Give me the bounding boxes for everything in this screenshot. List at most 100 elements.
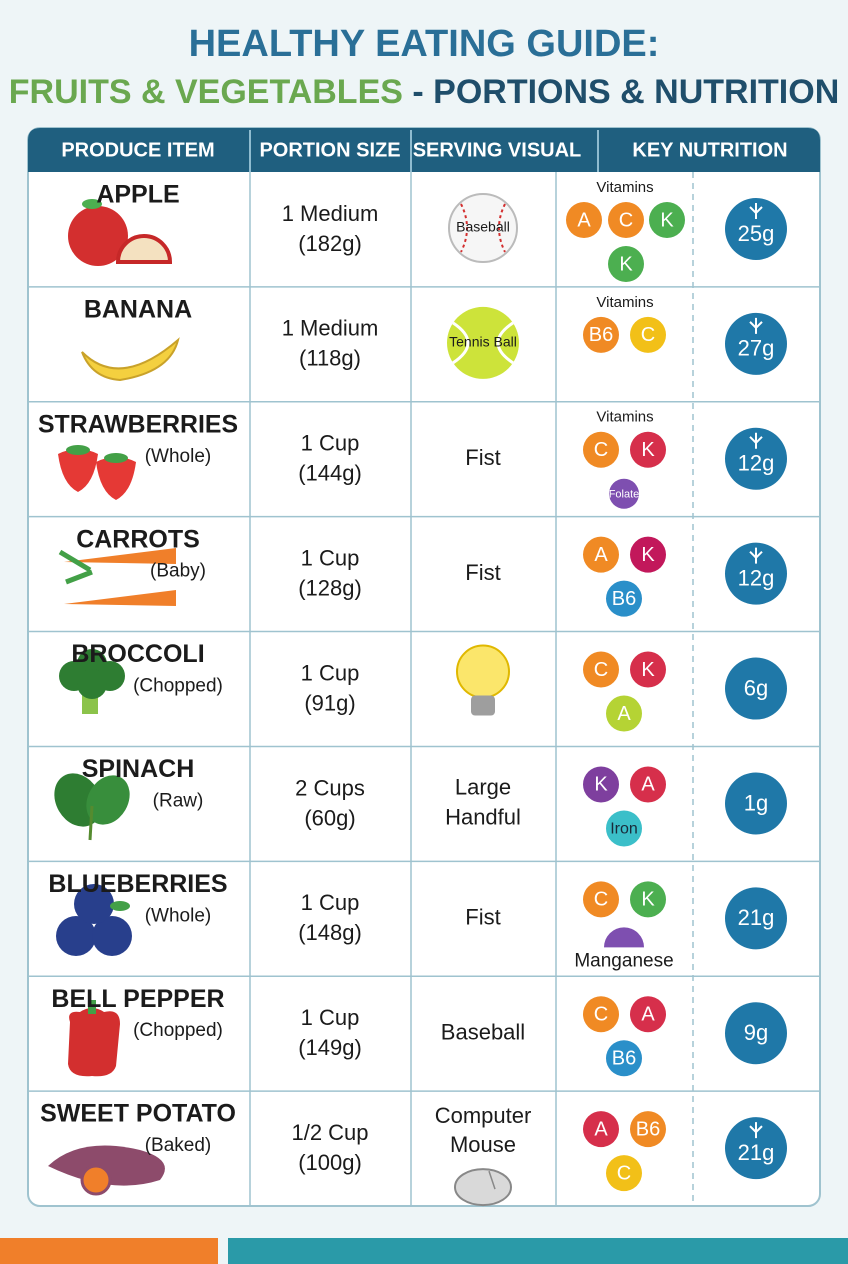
vitamin-badge bbox=[606, 810, 642, 847]
vitamin-badge bbox=[630, 766, 666, 803]
column-header: PRODUCE ITEM bbox=[61, 139, 214, 161]
title-blue: - PORTIONS & NUTRITION bbox=[403, 73, 839, 111]
fiber-value: 27g bbox=[738, 336, 775, 361]
art bbox=[115, 234, 173, 264]
vitamin-label: A bbox=[594, 1118, 608, 1140]
vitamin-label: B6 bbox=[612, 1048, 636, 1070]
fiber-badge bbox=[725, 427, 787, 490]
visual-text: Mouse bbox=[450, 1132, 516, 1157]
portion: 1 Cup bbox=[301, 1005, 360, 1030]
vitamin-label: Folate bbox=[609, 489, 640, 501]
produce-name: APPLE bbox=[96, 181, 179, 209]
art bbox=[64, 548, 176, 564]
vitamin-label: K bbox=[641, 544, 655, 566]
vitamin-label: A bbox=[577, 209, 591, 231]
art bbox=[64, 590, 176, 606]
baseball-icon bbox=[448, 193, 518, 263]
portion: (118g) bbox=[299, 346, 361, 371]
produce-note: (Chopped) bbox=[133, 676, 223, 697]
tennis-icon bbox=[447, 306, 519, 379]
portion: (148g) bbox=[298, 920, 362, 945]
vitamin-label: B6 bbox=[636, 1118, 660, 1140]
produce-image bbox=[59, 649, 125, 714]
vitamin-badge bbox=[630, 316, 666, 353]
fiber-badge bbox=[725, 1117, 787, 1180]
produce-image bbox=[48, 1145, 165, 1196]
vitamin-badge bbox=[583, 881, 619, 918]
vitamin-label: Manganese bbox=[574, 950, 673, 971]
produce-name: STRAWBERRIES bbox=[38, 410, 238, 438]
vitamin-badge bbox=[583, 996, 619, 1033]
visual-text: Computer bbox=[435, 1103, 532, 1128]
fiber-badge bbox=[725, 542, 787, 605]
produce-name: SPINACH bbox=[82, 755, 195, 783]
produce-note: (Whole) bbox=[145, 905, 212, 926]
vitamin-label: K bbox=[641, 659, 655, 681]
tennis-seam bbox=[452, 321, 514, 365]
wheat-icon bbox=[749, 317, 763, 334]
art bbox=[58, 449, 98, 492]
vitamin-label: A bbox=[641, 774, 655, 796]
title-line1: HEALTHY EATING GUIDE: bbox=[189, 23, 660, 65]
column-header: SERVING VISUAL bbox=[413, 139, 582, 161]
footer-bar-orange bbox=[0, 1238, 218, 1264]
baseball-seam bbox=[460, 203, 506, 253]
vitamin-badge bbox=[608, 202, 644, 238]
art bbox=[88, 1000, 96, 1014]
art bbox=[58, 549, 93, 585]
produce-image bbox=[68, 1000, 120, 1077]
fiber-value: 12g bbox=[738, 565, 775, 590]
portion: 1 Cup bbox=[301, 431, 360, 456]
vitamin-badge bbox=[608, 246, 644, 282]
wheat-icon bbox=[749, 547, 763, 564]
art bbox=[81, 337, 180, 382]
portion: 1 Cup bbox=[301, 890, 360, 915]
produce-image bbox=[56, 884, 132, 956]
fiber-value: 21g bbox=[738, 905, 775, 930]
fiber-value: 9g bbox=[744, 1020, 768, 1045]
fiber-value: 6g bbox=[744, 675, 768, 700]
produce-note: (Baby) bbox=[150, 561, 206, 582]
vitamin-label: A bbox=[594, 544, 608, 566]
art bbox=[66, 445, 90, 455]
mouse-line bbox=[488, 1170, 496, 1190]
art bbox=[92, 916, 132, 956]
bulb-base bbox=[471, 695, 495, 716]
footer-bar-teal bbox=[228, 1238, 848, 1264]
title-line2: FRUITS & VEGETABLES - PORTIONS & NUTRITI… bbox=[9, 73, 840, 111]
vitamin-badge bbox=[609, 478, 639, 509]
title-green: FRUITS & VEGETABLES bbox=[9, 73, 403, 111]
produce-image bbox=[68, 199, 173, 266]
produce-note: (Whole) bbox=[145, 446, 212, 467]
vitamin-badge bbox=[606, 1155, 642, 1192]
portion: 1/2 Cup bbox=[291, 1120, 368, 1145]
portion: (149g) bbox=[298, 1035, 362, 1060]
visual-text: Tennis Ball bbox=[449, 334, 517, 350]
column-header: KEY NUTRITION bbox=[632, 139, 787, 161]
wheat-icon bbox=[749, 1122, 763, 1139]
vitamin-badge bbox=[604, 927, 644, 948]
produce-name: BELL PEPPER bbox=[51, 985, 224, 1013]
produce-name: BANANA bbox=[84, 295, 192, 323]
vitamin-label: C bbox=[641, 324, 655, 346]
vitamin-label: K bbox=[641, 439, 655, 461]
visual-text: Baseball bbox=[456, 219, 510, 235]
vitamin-badge bbox=[583, 1111, 619, 1148]
art bbox=[77, 669, 107, 699]
art bbox=[88, 805, 94, 841]
art bbox=[96, 457, 136, 500]
vitamin-label: C bbox=[617, 1162, 631, 1184]
fiber-badge bbox=[725, 772, 787, 835]
visual-text: Baseball bbox=[441, 1019, 525, 1044]
vitamin-badge bbox=[583, 766, 619, 803]
produce-image bbox=[58, 548, 176, 606]
art bbox=[86, 775, 130, 825]
vitamins-label: Vitamins bbox=[596, 294, 653, 311]
portion: (60g) bbox=[304, 805, 355, 830]
wheat-icon bbox=[749, 203, 763, 219]
art bbox=[74, 884, 114, 924]
portion: (100g) bbox=[298, 1150, 362, 1175]
vitamin-label: C bbox=[594, 439, 608, 461]
